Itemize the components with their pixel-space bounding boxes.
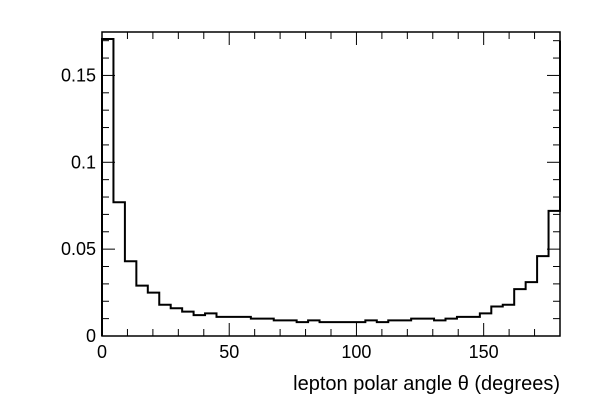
y-tick-label: 0.1 bbox=[71, 152, 96, 172]
plot-frame bbox=[101, 31, 561, 337]
histogram-series bbox=[101, 37, 561, 336]
x-tick-label: 150 bbox=[469, 342, 499, 362]
y-tick-label: 0.15 bbox=[61, 65, 96, 85]
x-axis-title: lepton polar angle θ (degrees) bbox=[293, 373, 560, 395]
y-tick-label: 0.05 bbox=[61, 239, 96, 259]
axis-ticks bbox=[101, 32, 560, 337]
x-tick-label: 100 bbox=[341, 342, 371, 362]
y-tick-label: 0 bbox=[86, 326, 96, 346]
tick-labels: 0 50 100 150 0 0.05 0.1 0.15 bbox=[61, 65, 499, 362]
x-tick-label: 0 bbox=[97, 342, 107, 362]
x-tick-label: 50 bbox=[219, 342, 239, 362]
